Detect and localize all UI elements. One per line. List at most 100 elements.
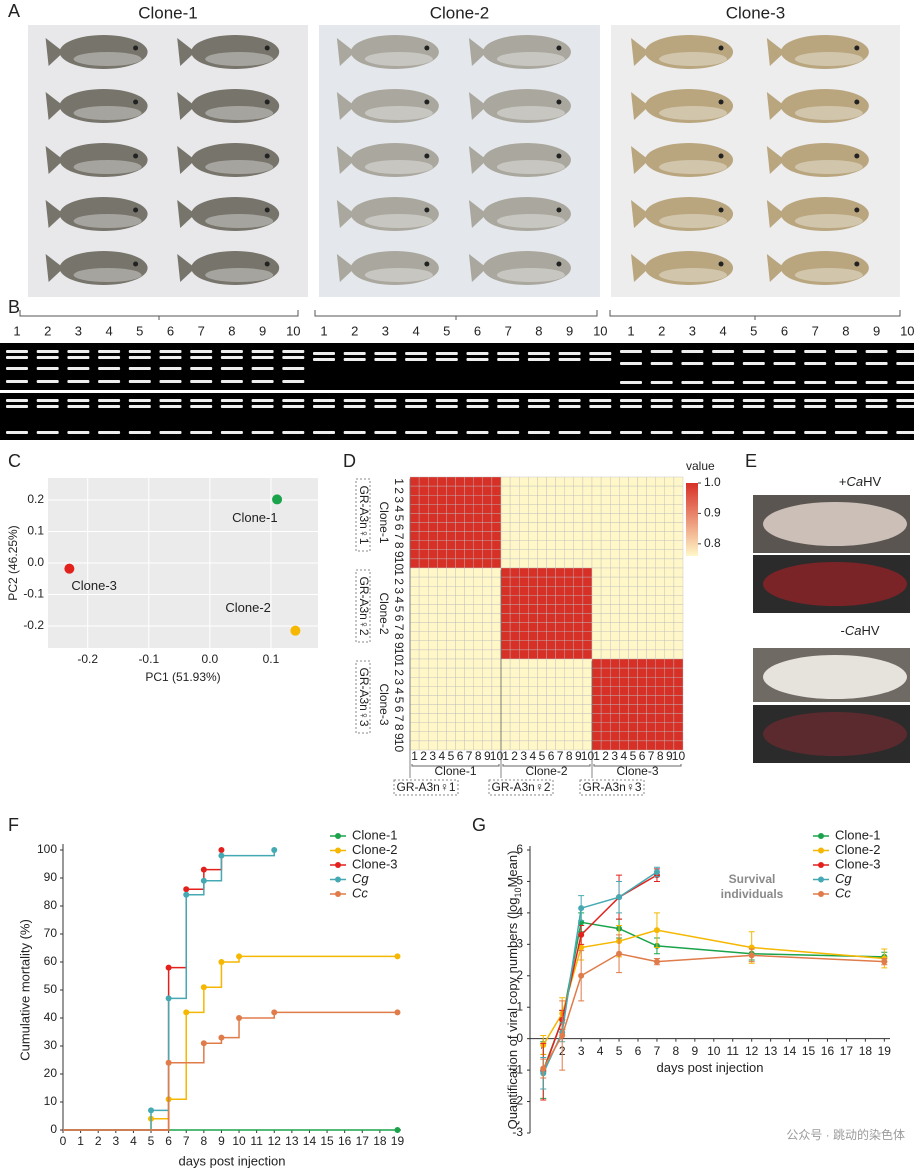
heatmap-cell: [628, 667, 638, 678]
gel-band: [681, 399, 704, 402]
heatmap-cell: [428, 567, 438, 578]
gel-band: [36, 380, 59, 383]
heatmap-cell: [509, 549, 520, 560]
heatmap-cell: [519, 604, 529, 614]
heatmap-cell: [509, 576, 520, 587]
heatmap-cell: [664, 504, 675, 514]
gel-band: [865, 405, 888, 408]
heatmap-cell: [528, 513, 538, 523]
heatmap-cell: [509, 658, 520, 669]
heatmap-cell: [446, 631, 456, 642]
lane-label: 7: [505, 323, 512, 338]
y-tick-label: 90: [44, 870, 58, 884]
heatmap-cell: [473, 631, 484, 642]
gel-band: [435, 431, 458, 434]
gel-band: [589, 399, 612, 402]
fish-body: [350, 251, 439, 285]
heatmap-cell: [473, 731, 484, 742]
fish-tail: [177, 38, 196, 66]
heatmap-cell: [519, 576, 529, 587]
point-label: Clone-2: [225, 600, 271, 615]
point: [653, 958, 660, 965]
heatmap-cell: [428, 586, 438, 596]
heatmap-cell: [519, 640, 529, 651]
heatmap-cell: [437, 677, 447, 687]
fish-tail: [468, 200, 487, 228]
heatmap-cell: [537, 513, 547, 523]
heatmap-cell: [500, 667, 511, 678]
heatmap-cell: [482, 722, 493, 733]
x-tick-label: 9: [691, 1044, 698, 1058]
lane-label: 8: [535, 323, 542, 338]
point-label: Clone-1: [232, 510, 278, 525]
heatmap-cell: [610, 667, 620, 678]
heatmap-cell: [673, 731, 684, 742]
heatmap-cell: [509, 713, 520, 723]
rest: HV: [861, 623, 879, 638]
heatmap-cell: [464, 504, 474, 514]
gel-band: [128, 431, 151, 434]
fish-tail: [468, 38, 487, 66]
heatmap-cell: [646, 722, 656, 733]
point: [200, 877, 207, 884]
specimen: [763, 712, 907, 756]
heatmap-cell: [428, 604, 438, 614]
photo-title: Clone-2: [430, 3, 490, 22]
heatmap-cell: [655, 540, 666, 551]
heatmap-cell: [546, 495, 556, 505]
heatmap-cell: [491, 522, 502, 532]
heatmap-cell: [546, 513, 556, 523]
y-tick-label: 50: [44, 982, 58, 996]
point: [559, 1032, 566, 1039]
heatmap-cell: [500, 476, 511, 487]
heatmap-cell: [546, 586, 556, 596]
heatmap-cell: [437, 695, 447, 705]
heatmap-cell: [464, 586, 474, 596]
legend-label: Cc: [352, 885, 368, 900]
gel-band: [282, 350, 305, 353]
fish-eye: [133, 153, 139, 159]
heatmap-cell: [446, 695, 456, 705]
heatmap-cell: [491, 695, 502, 705]
point: [165, 1059, 172, 1066]
gel-band: [220, 356, 243, 359]
gel-band: [834, 399, 857, 402]
heatmap-cell: [655, 640, 666, 651]
heatmap-cell: [528, 485, 538, 496]
gel-band: [190, 380, 213, 383]
heatmap-cell: [528, 504, 538, 514]
heatmap-cell: [464, 704, 474, 714]
gel-band: [435, 399, 458, 402]
heatmap-cell: [564, 704, 575, 714]
heatmap-cell: [664, 677, 675, 687]
heatmap-cell: [455, 622, 465, 632]
heatmap-cell: [637, 567, 647, 578]
gel-band: [67, 431, 90, 434]
heatmap-cell: [500, 649, 511, 660]
heatmap-cell: [619, 613, 629, 623]
colorbar: [686, 483, 698, 556]
legend-marker: [335, 862, 341, 868]
heatmap-cell: [546, 713, 556, 723]
col-label: 9: [484, 749, 491, 763]
heatmap-cell: [409, 531, 420, 541]
heatmap-cell: [528, 631, 538, 642]
gel-band: [896, 381, 914, 384]
col-label: 5: [539, 749, 546, 763]
heatmap-cell: [555, 667, 565, 678]
x-tick-label: 4: [597, 1044, 604, 1058]
row-label: 2: [392, 578, 406, 585]
heatmap-cell: [537, 504, 547, 514]
legend-marker: [818, 833, 824, 839]
fish-eye: [424, 261, 430, 267]
heatmap-cell: [573, 604, 584, 614]
legend-label: Clone-2: [352, 842, 398, 857]
heatmap-cell: [409, 558, 420, 569]
row-label: 3: [392, 496, 406, 503]
heatmap-cell: [519, 549, 529, 560]
gel-band: [773, 362, 796, 365]
heatmap-cell: [628, 540, 638, 551]
heatmap-cell: [446, 704, 456, 714]
group-id: GR-A3n♀2: [357, 576, 371, 635]
heatmap-cell: [564, 540, 575, 551]
